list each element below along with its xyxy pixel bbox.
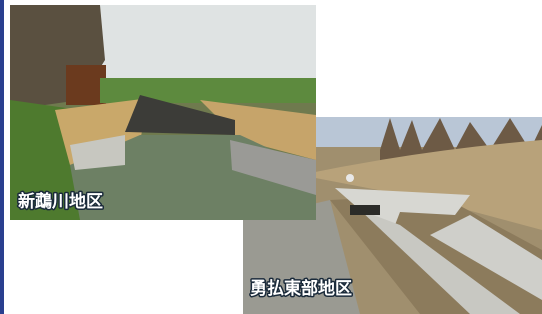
photo-label: 新鵡川地区 [18,191,103,212]
collage: 新鵡川地区 勇払東部地区 [0,0,542,314]
photo-shin-mukawa [10,5,316,220]
page: 新鵡川地区 勇払東部地区 [0,0,542,314]
photo-label: 勇払東部地区 [250,278,352,299]
accent-bar [0,0,4,314]
